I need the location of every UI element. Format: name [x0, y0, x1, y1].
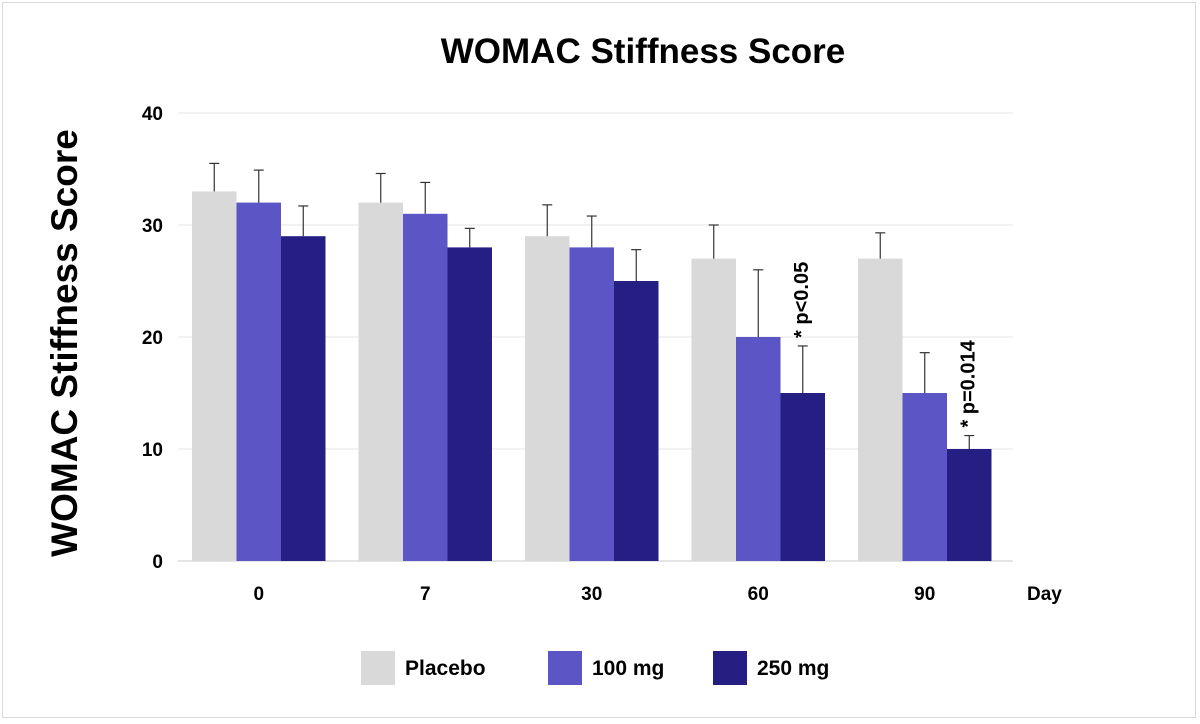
bars-layer: * p<0.05 * p=0.014 [192, 162, 992, 562]
x-tick-label: 90 [914, 584, 935, 605]
bar [947, 449, 992, 561]
y-axis-label: WOMAC Stiffness Score [44, 129, 85, 557]
bar [281, 236, 326, 561]
bar [780, 393, 825, 561]
bar-chart: WOMAC Stiffness Score WOMAC Stiffness Sc… [44, 32, 1062, 685]
bar [858, 258, 903, 561]
y-tick-label: 20 [142, 328, 163, 349]
x-tick-layer: 0 7 30 60 90 [253, 584, 935, 605]
x-tick-label: 60 [748, 584, 769, 605]
bar [736, 337, 781, 561]
x-tick-label: 7 [420, 584, 431, 605]
bar [192, 191, 237, 561]
legend-swatch [548, 651, 582, 685]
bar [902, 393, 947, 561]
bar [236, 202, 281, 561]
chart-title: WOMAC Stiffness Score [441, 32, 846, 71]
legend-label: Placebo [405, 657, 486, 680]
bar [525, 236, 570, 561]
bar [447, 247, 492, 561]
legend-swatch [713, 651, 747, 685]
bar [358, 202, 403, 561]
bar [569, 247, 614, 561]
significance-annotation: * p<0.05 [791, 262, 813, 338]
legend-label: 100 mg [592, 657, 664, 680]
significance-annotation: * p=0.014 [958, 339, 980, 427]
x-axis-label: Day [1027, 584, 1062, 605]
legend-swatch [361, 651, 395, 685]
y-tick-label: 30 [142, 216, 163, 237]
legend-label: 250 mg [757, 657, 829, 680]
bar [691, 258, 736, 561]
y-tick-label: 10 [142, 440, 163, 461]
y-tick-label: 0 [152, 552, 163, 573]
x-tick-label: 0 [253, 584, 264, 605]
bar [403, 213, 448, 562]
legend: Placebo 100 mg 250 mg [361, 651, 829, 685]
x-tick-label: 30 [581, 584, 602, 605]
bar [614, 281, 659, 561]
y-tick-label: 40 [142, 104, 163, 125]
